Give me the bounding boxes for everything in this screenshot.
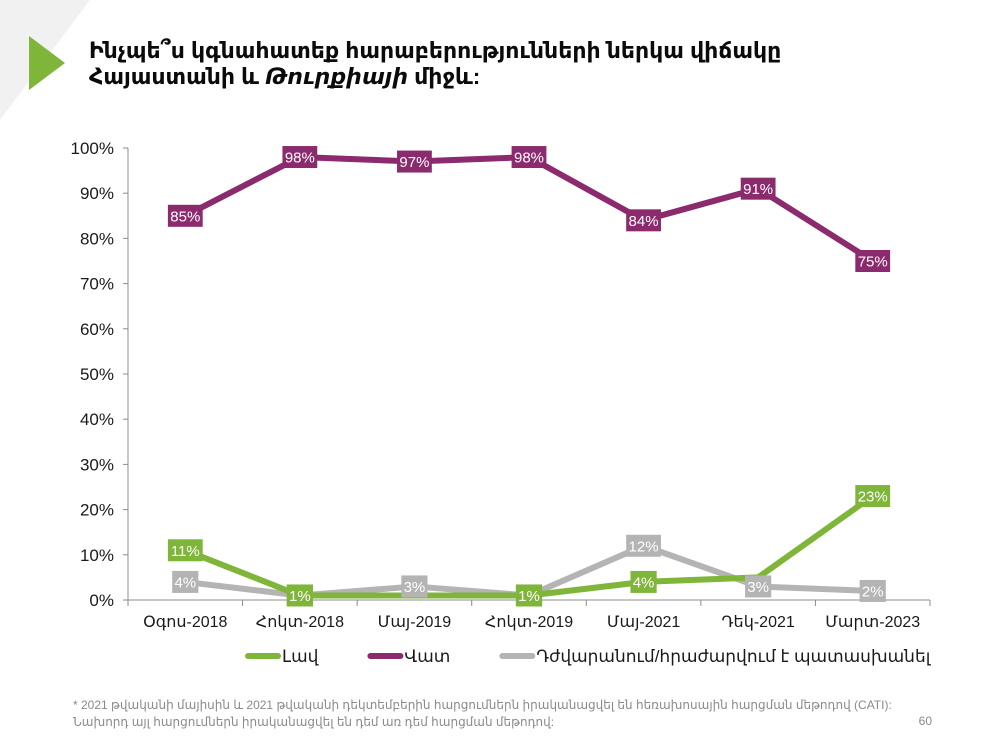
data-label: 98% xyxy=(285,150,315,167)
data-label: 1% xyxy=(289,588,311,605)
x-tick-label: Մայ-2021 xyxy=(607,614,681,631)
y-tick-label: 100% xyxy=(71,139,114,158)
data-label: 75% xyxy=(858,254,888,271)
data-label-box xyxy=(172,570,199,593)
x-tick-label: Հոկտ-2018 xyxy=(256,614,344,631)
data-label-box xyxy=(401,575,428,598)
series-line-0 xyxy=(182,493,876,599)
title-line-1: Ինչպե՞ս կգնահատեք հարաբերությունների ներ… xyxy=(89,38,782,63)
legend-label: Դժվարանում/հրաժարվում է պատասխանել xyxy=(536,647,931,666)
page-title: Ինչպե՞ս կգնահատեք հարաբերությունների ներ… xyxy=(89,38,949,90)
y-tick-label: 10% xyxy=(80,546,114,565)
x-tick-label: Մարտ-2023 xyxy=(825,614,920,631)
x-tick-label: Մայ-2019 xyxy=(378,614,452,631)
data-label-box xyxy=(282,146,318,169)
series-line-1 xyxy=(182,154,876,264)
title-arrow-icon xyxy=(29,36,65,90)
data-label: 84% xyxy=(629,213,659,230)
legend-label: Լավ xyxy=(282,647,319,666)
data-label: 3% xyxy=(747,579,769,596)
x-tick-label: Դեկ-2021 xyxy=(722,614,795,631)
title-line-2-start: Հայաստանի և xyxy=(89,64,266,89)
data-label-box xyxy=(511,146,547,169)
y-tick-label: 0% xyxy=(89,591,114,610)
data-label: 1% xyxy=(518,588,540,605)
y-tick-label: 60% xyxy=(80,320,114,339)
legend-label: Վատ xyxy=(404,647,450,666)
y-tick-label: 40% xyxy=(80,410,114,429)
x-tick-label: Հոկտ-2019 xyxy=(485,614,573,631)
line-chart: 0% 10% 20% 30% 40% 50% 60% 70% 80% 90% 100% Օգոս-20… xyxy=(71,139,932,666)
data-label-box xyxy=(167,204,203,227)
y-tick-label: 50% xyxy=(80,365,114,384)
title-line-2-italic: Թուրքիայի xyxy=(265,64,409,89)
data-label: 97% xyxy=(399,154,429,171)
data-label-box xyxy=(286,584,313,607)
y-tick-label: 30% xyxy=(80,455,114,474)
x-tick-label: Օգոս-2018 xyxy=(143,614,227,631)
y-tick-label: 90% xyxy=(80,184,114,203)
data-label-box xyxy=(630,570,657,593)
data-label: 12% xyxy=(629,538,659,555)
title-line-2-end: միջև: xyxy=(408,64,481,89)
footnote: * 2021 թվականի մայիսին և 2021 թվականի դե… xyxy=(73,698,892,729)
data-label-box xyxy=(626,209,661,232)
page-number: 60 xyxy=(918,714,932,728)
data-label-box xyxy=(626,534,661,557)
data-label: 3% xyxy=(404,579,426,596)
data-label-box xyxy=(859,579,886,602)
y-tick-label: 20% xyxy=(80,501,114,520)
data-label-box xyxy=(167,539,203,562)
data-label-box xyxy=(855,250,891,272)
data-label: 11% xyxy=(171,543,200,560)
data-label: 98% xyxy=(514,150,544,167)
data-label-box xyxy=(745,575,772,598)
y-tick-label: 80% xyxy=(80,229,114,248)
data-label: 4% xyxy=(174,574,196,591)
data-label-box xyxy=(740,177,776,200)
data-label: 4% xyxy=(633,574,655,591)
data-label: 2% xyxy=(862,583,884,600)
data-label: 91% xyxy=(743,181,773,198)
data-label-box xyxy=(855,485,891,508)
y-tick-label: 70% xyxy=(80,275,114,294)
data-label: 23% xyxy=(858,489,888,506)
data-label-box xyxy=(515,584,543,607)
title-line-2: Հայաստանի և Թուրքիայի միջև: xyxy=(89,64,949,90)
data-label: 85% xyxy=(170,208,200,225)
data-label-box xyxy=(397,150,432,173)
